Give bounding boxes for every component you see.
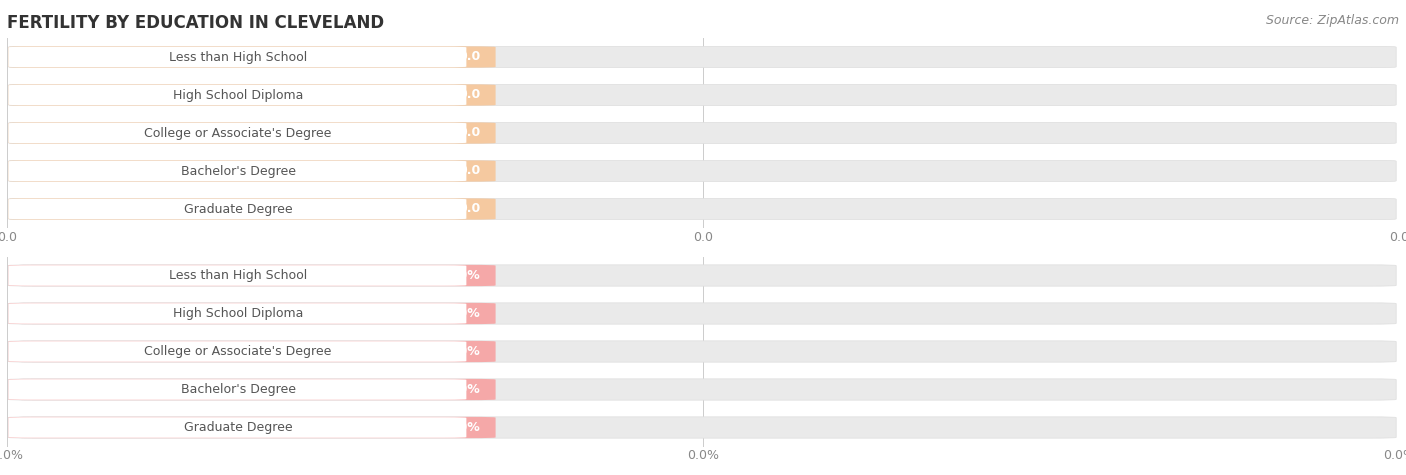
FancyBboxPatch shape (8, 85, 467, 105)
FancyBboxPatch shape (8, 199, 467, 219)
Text: 0.0: 0.0 (458, 164, 481, 178)
Text: 0.0%: 0.0% (446, 383, 481, 396)
FancyBboxPatch shape (8, 85, 495, 105)
Text: 0.0: 0.0 (458, 88, 481, 102)
FancyBboxPatch shape (8, 379, 467, 400)
Text: 0.0: 0.0 (458, 50, 481, 64)
FancyBboxPatch shape (8, 47, 1396, 67)
FancyBboxPatch shape (8, 47, 495, 67)
FancyBboxPatch shape (8, 161, 495, 181)
FancyBboxPatch shape (8, 417, 467, 438)
Text: High School Diploma: High School Diploma (173, 307, 304, 320)
Text: College or Associate's Degree: College or Associate's Degree (145, 126, 332, 140)
FancyBboxPatch shape (8, 123, 1396, 143)
Text: 0.0: 0.0 (458, 202, 481, 216)
FancyBboxPatch shape (8, 303, 1396, 324)
FancyBboxPatch shape (8, 123, 467, 143)
FancyBboxPatch shape (8, 303, 467, 324)
Text: 0.0%: 0.0% (446, 345, 481, 358)
Text: College or Associate's Degree: College or Associate's Degree (145, 345, 332, 358)
FancyBboxPatch shape (8, 417, 495, 438)
FancyBboxPatch shape (8, 265, 467, 286)
Text: Graduate Degree: Graduate Degree (184, 421, 292, 434)
FancyBboxPatch shape (8, 85, 1396, 105)
FancyBboxPatch shape (8, 47, 467, 67)
FancyBboxPatch shape (8, 341, 495, 362)
Text: 0.0%: 0.0% (446, 421, 481, 434)
FancyBboxPatch shape (8, 379, 495, 400)
FancyBboxPatch shape (8, 161, 467, 181)
FancyBboxPatch shape (8, 199, 495, 219)
FancyBboxPatch shape (8, 265, 495, 286)
FancyBboxPatch shape (8, 265, 1396, 286)
FancyBboxPatch shape (8, 417, 1396, 438)
Text: Bachelor's Degree: Bachelor's Degree (180, 164, 295, 178)
Text: 0.0%: 0.0% (446, 307, 481, 320)
Text: Graduate Degree: Graduate Degree (184, 202, 292, 216)
Text: Less than High School: Less than High School (169, 269, 308, 282)
FancyBboxPatch shape (8, 341, 467, 362)
Text: FERTILITY BY EDUCATION IN CLEVELAND: FERTILITY BY EDUCATION IN CLEVELAND (7, 14, 384, 32)
FancyBboxPatch shape (8, 199, 1396, 219)
FancyBboxPatch shape (8, 379, 1396, 400)
Text: Bachelor's Degree: Bachelor's Degree (180, 383, 295, 396)
Text: Source: ZipAtlas.com: Source: ZipAtlas.com (1265, 14, 1399, 27)
Text: Less than High School: Less than High School (169, 50, 308, 64)
FancyBboxPatch shape (8, 303, 495, 324)
Text: High School Diploma: High School Diploma (173, 88, 304, 102)
FancyBboxPatch shape (8, 123, 495, 143)
FancyBboxPatch shape (8, 341, 1396, 362)
Text: 0.0%: 0.0% (446, 269, 481, 282)
Text: 0.0: 0.0 (458, 126, 481, 140)
FancyBboxPatch shape (8, 161, 1396, 181)
